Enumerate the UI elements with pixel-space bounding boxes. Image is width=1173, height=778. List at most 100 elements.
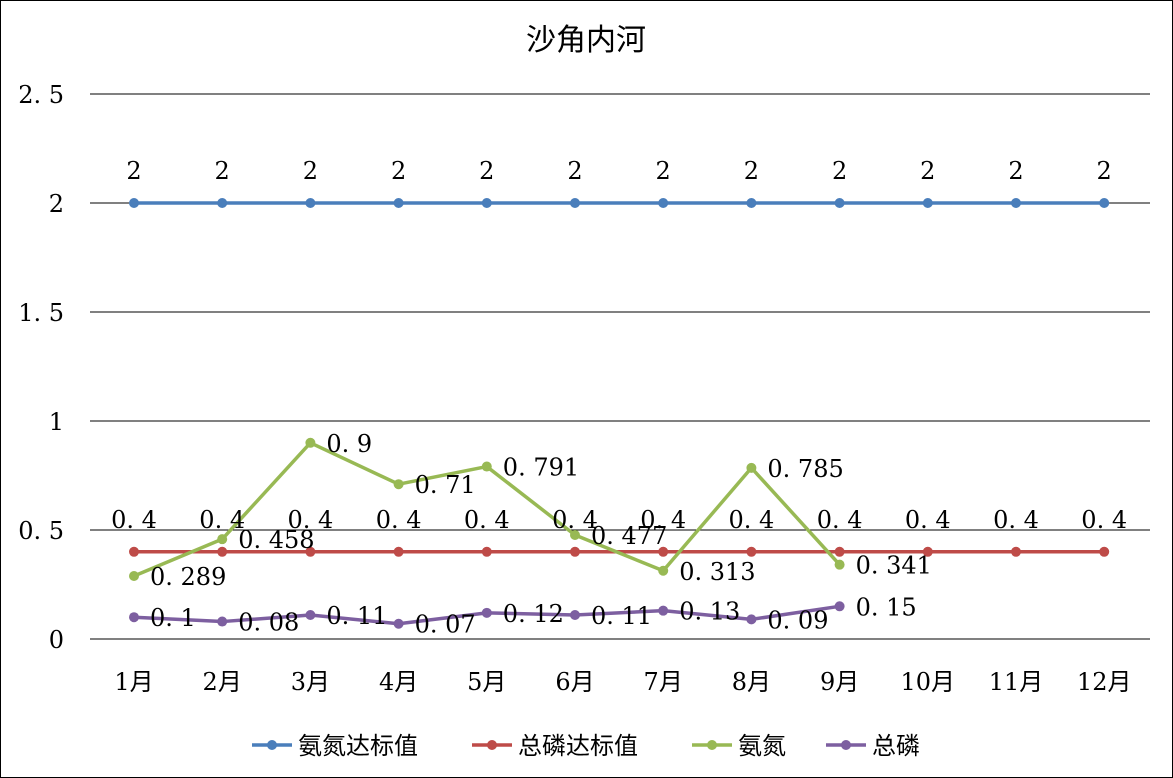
- legend-swatch-marker: [707, 740, 717, 750]
- data-point: [217, 534, 228, 545]
- data-point: [658, 565, 669, 576]
- legend: 氨氮达标值 总磷达标值 氨氮 总磷: [252, 732, 920, 760]
- data-point: [217, 616, 228, 627]
- series-lines: [129, 198, 1110, 629]
- data-point: [570, 610, 580, 621]
- x-tick-label: 3月: [291, 668, 330, 696]
- data-point: [922, 546, 933, 557]
- y-tick-label: 0. 5: [18, 517, 64, 545]
- data-point: [305, 198, 316, 208]
- y-tick-label: 1. 5: [18, 299, 64, 327]
- data-point: [746, 614, 757, 625]
- data-label: 2: [832, 157, 847, 185]
- data-point: [570, 198, 580, 208]
- data-point: [746, 546, 757, 557]
- data-point: [746, 462, 757, 473]
- legend-swatch-marker: [267, 740, 277, 750]
- data-label: 0. 11: [326, 602, 387, 630]
- grid-lines: [90, 93, 1150, 640]
- data-point: [305, 546, 316, 557]
- x-tick-label: 11月: [989, 668, 1044, 696]
- data-label: 0. 12: [503, 600, 564, 628]
- data-label: 0. 4: [993, 506, 1039, 534]
- y-tick-label: 0: [49, 626, 64, 654]
- legend-swatch-marker: [487, 740, 497, 750]
- data-label: 0. 4: [817, 506, 863, 534]
- data-label: 0. 4: [464, 506, 510, 534]
- data-point: [217, 198, 228, 208]
- data-label: 0. 4: [1081, 506, 1127, 534]
- data-label: 2: [567, 157, 582, 185]
- data-point: [658, 198, 669, 208]
- data-point: [1099, 546, 1110, 557]
- data-point: [570, 530, 580, 541]
- data-label: 0. 313: [679, 558, 755, 586]
- x-tick-label: 12月: [1077, 668, 1132, 696]
- data-label: 2: [744, 157, 759, 185]
- x-tick-label: 2月: [203, 668, 242, 696]
- data-label: 2: [920, 157, 935, 185]
- data-label: 0. 13: [679, 598, 740, 626]
- x-tick-label: 5月: [467, 668, 506, 696]
- data-label: 2: [1008, 157, 1023, 185]
- data-label: 0. 4: [729, 506, 775, 534]
- x-tick-label: 10月: [901, 668, 956, 696]
- data-point: [393, 618, 404, 629]
- data-point: [570, 546, 580, 557]
- data-label: 0. 4: [199, 506, 245, 534]
- data-point: [129, 612, 139, 623]
- data-labels: 2 2 2 2 2 2 2 2 2 2 2 20. 4 0. 4 0. 4 0. 4 0. 4 0. 4 0. 4…: [111, 157, 1127, 639]
- data-point: [746, 198, 757, 208]
- x-tick-label: 1月: [114, 668, 153, 696]
- data-label: 2: [656, 157, 671, 185]
- data-label: 0. 4: [111, 506, 157, 534]
- data-point: [393, 198, 404, 208]
- data-label: 0. 07: [415, 611, 476, 639]
- y-tick-label: 2: [49, 190, 64, 218]
- data-label: 0. 1: [150, 604, 196, 632]
- x-tick-label: 4月: [379, 668, 418, 696]
- data-label: 2: [303, 157, 318, 185]
- data-label: 0. 785: [767, 455, 843, 483]
- legend-swatch-marker: [841, 740, 851, 750]
- chart-title: 沙角内河: [526, 23, 646, 58]
- data-point: [834, 601, 845, 612]
- data-point: [1011, 198, 1021, 208]
- data-point: [129, 198, 139, 208]
- data-label: 0. 9: [326, 430, 372, 458]
- data-point: [481, 198, 492, 208]
- data-point: [481, 461, 492, 472]
- data-point: [217, 546, 228, 557]
- data-point: [393, 546, 404, 557]
- data-label: 0. 08: [238, 609, 299, 637]
- x-tick-label: 9月: [820, 668, 859, 696]
- data-point: [1099, 198, 1110, 208]
- data-label: 2: [126, 157, 141, 185]
- x-tick-label: 8月: [732, 668, 771, 696]
- data-point: [129, 570, 139, 581]
- y-axis-ticks: 0 0. 5 1 1. 5 2 2. 5: [18, 81, 64, 654]
- legend-label: 氨氮达标值: [298, 732, 418, 760]
- data-label: 0. 477: [591, 522, 667, 550]
- data-label: 0. 458: [238, 526, 314, 554]
- legend-label: 总磷: [872, 732, 920, 760]
- data-label: 0. 4: [552, 506, 598, 534]
- data-point: [305, 610, 316, 621]
- data-label: 0. 15: [856, 593, 917, 621]
- x-axis-ticks: 1月 2月 3月 4月 5月 6月 7月 8月 9月 10月 11月 12月: [114, 668, 1131, 696]
- data-point: [834, 559, 845, 570]
- data-point: [1011, 546, 1021, 557]
- data-point: [305, 437, 316, 448]
- y-tick-label: 2. 5: [18, 81, 64, 109]
- legend-label: 总磷达标值: [518, 732, 638, 760]
- data-point: [129, 546, 139, 557]
- data-point: [658, 605, 669, 616]
- data-point: [393, 479, 404, 490]
- data-label: 0. 791: [503, 454, 579, 482]
- data-label: 2: [391, 157, 406, 185]
- data-label: 0. 4: [905, 506, 951, 534]
- data-label: 2: [1097, 157, 1112, 185]
- data-label: 0. 11: [591, 602, 652, 630]
- data-point: [658, 546, 669, 557]
